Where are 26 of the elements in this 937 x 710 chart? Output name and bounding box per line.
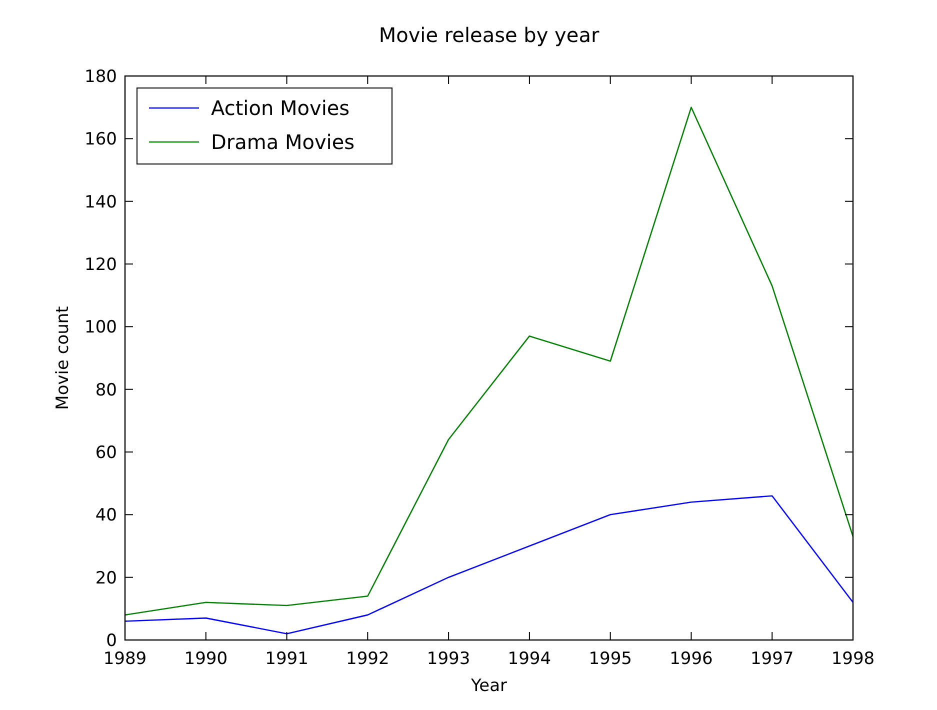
y-tick-label: 140 <box>84 192 117 212</box>
line-series <box>124 495 854 634</box>
y-tick-label: 100 <box>84 318 117 338</box>
y-tick-label: 180 <box>84 67 117 87</box>
x-tick-label: 1994 <box>508 649 552 669</box>
legend-label: Action Movies <box>211 96 350 120</box>
x-tick-label: 1998 <box>831 649 875 669</box>
x-tick-label: 1995 <box>588 649 632 669</box>
x-tick-label: 1990 <box>184 649 228 669</box>
chart-title: Movie release by year <box>378 23 600 47</box>
x-tick-label: 1991 <box>265 649 308 669</box>
y-tick-label: 40 <box>95 506 117 526</box>
y-tick-label: 120 <box>84 255 117 275</box>
x-tick-label: 1996 <box>670 649 713 669</box>
legend-label: Drama Movies <box>211 130 355 154</box>
y-tick-label: 20 <box>95 568 117 588</box>
x-tick-label: 1993 <box>426 649 470 669</box>
x-tick-label: 1997 <box>750 649 794 669</box>
y-tick-label: 0 <box>106 631 117 651</box>
x-tick-label: 1989 <box>103 649 147 669</box>
x-axis-title: Year <box>470 676 508 696</box>
x-tick-label: 1992 <box>346 649 390 669</box>
y-tick-label: 80 <box>95 380 117 400</box>
y-tick-label: 160 <box>84 130 117 150</box>
y-tick-label: 60 <box>95 443 117 463</box>
y-axis-title: Movie count <box>53 306 73 410</box>
